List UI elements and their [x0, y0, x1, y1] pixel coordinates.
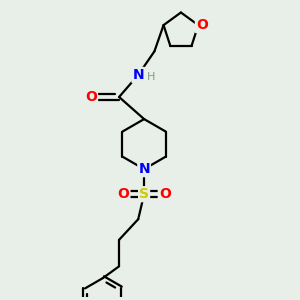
Text: N: N [138, 162, 150, 176]
Text: H: H [146, 72, 155, 82]
Text: O: O [85, 90, 97, 104]
Text: S: S [139, 187, 149, 201]
Text: O: O [118, 187, 129, 201]
Text: N: N [132, 68, 144, 82]
Text: O: O [196, 18, 208, 32]
Text: O: O [159, 187, 171, 201]
